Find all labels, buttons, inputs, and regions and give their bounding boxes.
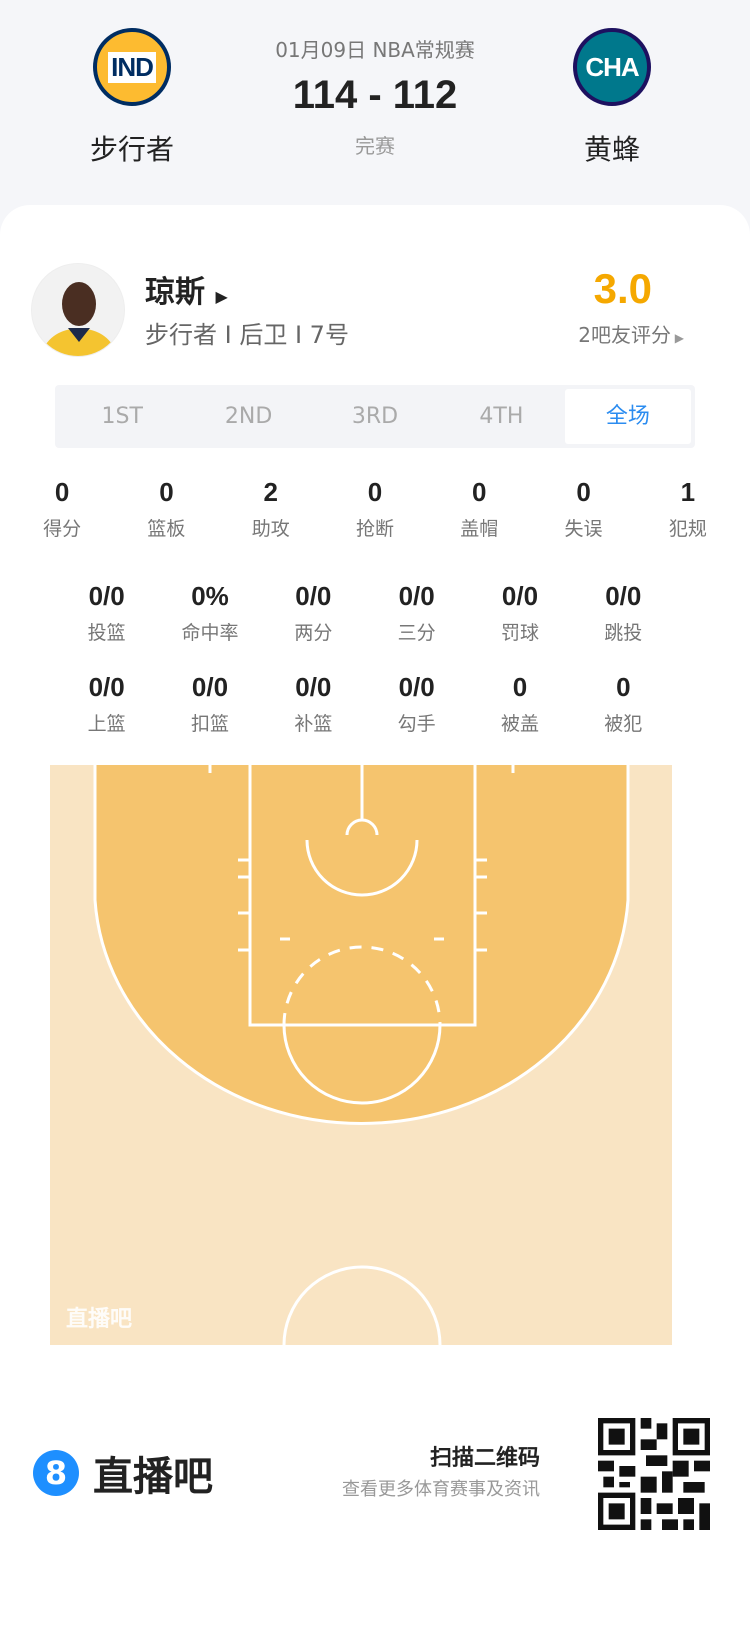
ind-logo: IND [93,28,171,106]
stat-cell: 0 得分 [10,477,114,541]
stat-value: 0 [576,477,591,507]
stat-value: 0/0 [88,581,125,611]
stat-value: 0 [367,477,383,507]
stat-cell: 0/0 补篮 [262,672,365,736]
stat-label: 得分 [43,518,82,540]
stat-cell: 1 犯规 [636,477,740,541]
stat-cell: 2 助攻 [219,477,323,541]
tab-2nd[interactable]: 2ND [224,404,273,429]
stat-label: 三分 [397,622,436,644]
stat-value: 0/0 [605,581,642,611]
home-team-name: 步行者 [89,133,174,166]
stats-row-shooting: 0/0 投篮 0% 命中率 0/0 两分 0/0 三分 0/0 罚球 0/0 跳投 [55,581,675,645]
stat-value: 0/0 [88,672,125,702]
brand-logo: 8 直播吧 [33,1444,213,1502]
away-team-name: 黄蜂 [583,133,640,166]
match-status: 完赛 [355,134,395,158]
stat-label: 被犯 [604,713,643,735]
court-lines [93,758,630,1346]
scan-qr-subtitle: 查看更多体育赛事及资讯 [342,1479,540,1500]
period-tabs: 1ST 2ND 3RD 4TH 全场 [55,385,695,448]
stat-cell: 0/0 跳投 [572,581,675,645]
stat-cell: 0% 命中率 [158,581,261,645]
stat-label: 勾手 [397,713,436,735]
stat-cell: 0/0 投篮 [55,581,158,645]
stat-value: 0/0 [398,581,435,611]
stat-value: 0/0 [295,672,332,702]
stat-value: 0/0 [295,581,332,611]
stats-row-basic: 0 得分 0 篮板 2 助攻 0 抢断 0 盖帽 0 失误 1 犯规 [10,477,740,541]
tab-1st[interactable]: 1ST [101,404,143,429]
stat-value: 0% [191,581,229,611]
stat-label: 失误 [564,518,603,540]
player-rating: 3.0 [593,265,652,312]
stat-label: 被盖 [500,713,539,735]
tab-4th[interactable]: 4TH [479,404,524,429]
stat-value: 0 [512,672,528,702]
stat-value: 0 [159,477,174,507]
caret-right-icon: ▶ [670,331,684,345]
stat-label: 罚球 [500,622,539,644]
stats-row-shot-types: 0/0 上篮 0/0 扣篮 0/0 补篮 0/0 勾手 0 被盖 0 被犯 [55,672,675,736]
scan-qr-title: 扫描二维码 [429,1446,540,1471]
stat-cell: 0/0 勾手 [365,672,468,736]
stat-cell: 0/0 三分 [365,581,468,645]
stat-label: 盖帽 [460,518,499,540]
match-score: 114 - 112 [292,73,458,117]
stat-cell: 0 失误 [531,477,635,541]
stat-cell: 0/0 扣篮 [158,672,261,736]
watermark-logo: 直播吧 [66,1307,133,1332]
stat-label: 补篮 [294,713,333,735]
stat-value: 0 [54,477,70,507]
match-date: 01月09日 NBA常规赛 [275,38,475,62]
stat-cell: 0/0 罚球 [468,581,571,645]
shot-chart-court: 直播吧 [50,758,672,1346]
caret-right-icon: ▶ [215,287,228,306]
stat-value: 2 [263,477,278,507]
stat-value: 0/0 [501,581,539,611]
stat-label: 投篮 [87,622,126,644]
player-card: 琼斯 ▶ 步行者 I 后卫 I 7号 3.0 2吧友评分 ▶ 1ST 2ND 3… [0,205,750,1629]
brand-8-icon: 8 [33,1450,79,1496]
stat-value: 0/0 [398,672,435,702]
player-avatar[interactable] [31,263,125,357]
stat-label: 犯规 [668,518,707,540]
cha-logo: CHA [573,28,651,106]
stat-label: 上篮 [87,713,126,735]
stat-cell: 0 篮板 [114,477,218,541]
tab-full-game[interactable]: 全场 [564,389,692,444]
stat-label: 扣篮 [190,713,229,735]
rating-count-link[interactable]: 2吧友评分 ▶ [578,323,684,347]
qr-code-icon[interactable] [598,1418,710,1530]
stat-value: 0 [472,477,487,507]
tab-3rd[interactable]: 3RD [351,404,399,429]
stat-label: 命中率 [181,622,239,644]
stat-cell: 0/0 两分 [262,581,365,645]
footer: 8 直播吧 扫描二维码 查看更多体育赛事及资讯 [0,1410,750,1530]
stat-cell: 0 盖帽 [427,477,531,541]
stat-cell: 0 被犯 [572,672,675,736]
away-team[interactable]: CHA 黄蜂 [532,28,692,168]
stat-value: 0/0 [191,672,229,702]
stat-value: 1 [680,477,696,507]
player-name[interactable]: 琼斯 ▶ [145,275,228,310]
stat-label: 助攻 [251,518,290,540]
player-info: 步行者 I 后卫 I 7号 [145,321,349,349]
brand-name: 直播吧 [93,1454,213,1500]
match-header: IND 步行者 01月09日 NBA常规赛 114 - 112 完赛 CHA 黄… [0,0,750,200]
stat-label: 两分 [294,622,333,644]
stat-label: 抢断 [355,518,394,540]
stat-cell: 0 被盖 [468,672,571,736]
stat-label: 跳投 [604,622,643,644]
stat-label: 篮板 [147,518,186,540]
home-team[interactable]: IND 步行者 [52,28,212,168]
stat-value: 0 [616,672,631,702]
stat-cell: 0 抢断 [323,477,427,541]
stat-cell: 0/0 上篮 [55,672,158,736]
